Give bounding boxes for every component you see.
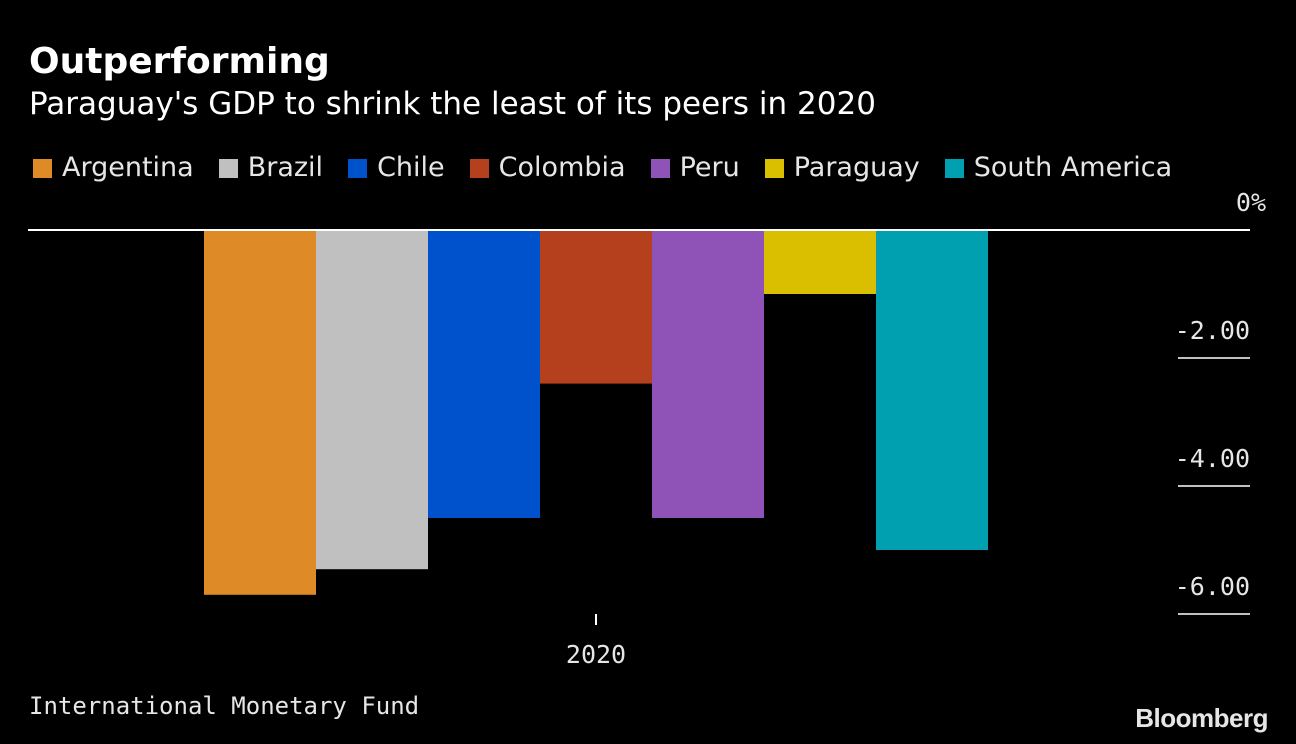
bar-colombia xyxy=(540,230,652,384)
legend-item-chile: Chile xyxy=(348,150,445,186)
source-note: International Monetary Fund xyxy=(29,692,420,720)
y-tick-label: -2.00 xyxy=(1175,316,1250,345)
legend-label: Brazil xyxy=(247,152,324,183)
legend-label: Paraguay xyxy=(793,152,920,183)
legend-item-south-america: South America xyxy=(944,150,1173,186)
legend-swatch xyxy=(33,158,52,178)
legend-swatch xyxy=(348,158,368,178)
legend-label: Argentina xyxy=(62,152,194,183)
legend-item-colombia: Colombia xyxy=(469,150,626,186)
legend-label: Colombia xyxy=(498,152,626,183)
y-tick-label: -6.00 xyxy=(1175,572,1250,601)
legend-swatch xyxy=(469,158,489,178)
x-tick-label: 2020 xyxy=(566,640,626,669)
bar-paraguay xyxy=(764,230,876,294)
legend-swatch xyxy=(944,158,964,178)
legend-label: South America xyxy=(973,152,1173,183)
legend-swatch xyxy=(764,158,784,178)
bar-chile xyxy=(428,230,540,518)
bar-argentina xyxy=(204,230,316,595)
legend-item-paraguay: Paraguay xyxy=(764,150,920,186)
chart-subtitle: Paraguay's GDP to shrink the least of it… xyxy=(29,86,876,122)
legend-label: Chile xyxy=(377,152,445,183)
bar-peru xyxy=(652,230,764,518)
chart-legend: Argentina Brazil Chile Colombia Peru Paraguay… xyxy=(33,150,1197,186)
legend-item-brazil: Brazil xyxy=(218,150,324,186)
legend-label: Peru xyxy=(679,152,740,183)
chart-title: Outperforming xyxy=(29,41,330,82)
y-tick-label: -4.00 xyxy=(1175,444,1250,473)
bloomberg-logo: Bloomberg xyxy=(1135,703,1268,733)
bar-south-america xyxy=(876,230,988,550)
y-tick-label: 0% xyxy=(1236,188,1266,217)
legend-item-peru: Peru xyxy=(650,150,740,186)
legend-swatch xyxy=(650,158,670,178)
legend-swatch xyxy=(218,158,238,178)
bar-brazil xyxy=(316,230,428,570)
legend-item-argentina: Argentina xyxy=(33,150,194,186)
